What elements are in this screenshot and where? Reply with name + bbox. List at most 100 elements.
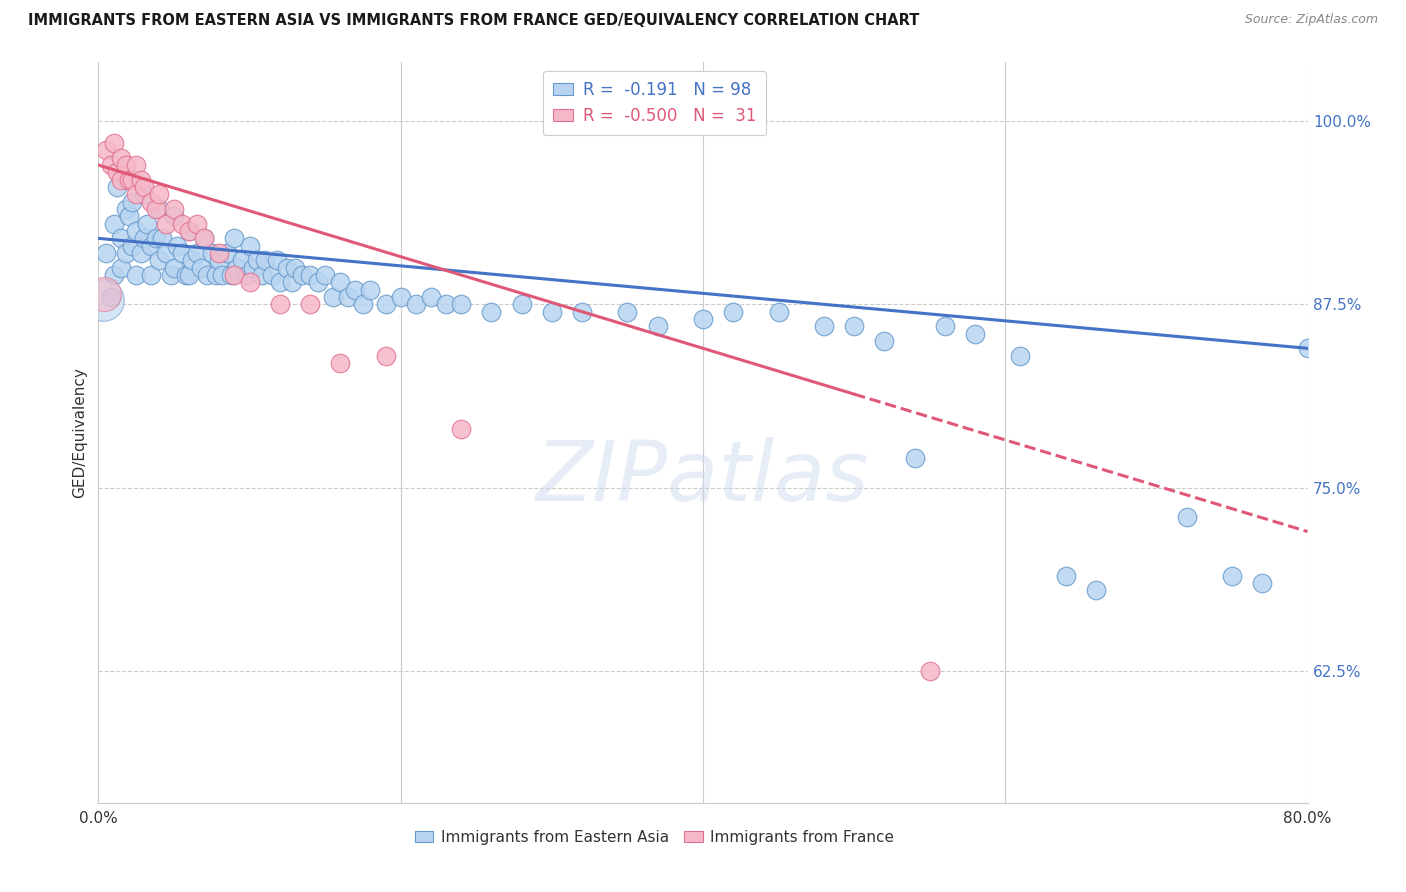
Point bbox=[114, 158, 136, 172]
Point bbox=[105, 165, 128, 179]
Point bbox=[193, 231, 215, 245]
Point bbox=[118, 172, 141, 186]
Point bbox=[114, 202, 136, 216]
Point bbox=[1175, 510, 1198, 524]
Point bbox=[100, 158, 122, 172]
Point bbox=[118, 172, 141, 186]
Point bbox=[269, 297, 291, 311]
Point bbox=[571, 304, 593, 318]
Point bbox=[121, 194, 143, 209]
Point bbox=[103, 217, 125, 231]
Point bbox=[344, 283, 367, 297]
Point bbox=[250, 268, 273, 282]
Point bbox=[329, 276, 352, 290]
Point bbox=[420, 290, 443, 304]
Point bbox=[723, 304, 745, 318]
Point bbox=[193, 231, 215, 245]
Point bbox=[224, 268, 246, 282]
Point bbox=[360, 283, 382, 297]
Point bbox=[434, 297, 457, 311]
Point bbox=[103, 268, 125, 282]
Point bbox=[125, 187, 148, 202]
Point bbox=[174, 268, 197, 282]
Point bbox=[105, 180, 128, 194]
Point bbox=[844, 319, 866, 334]
Point bbox=[201, 246, 224, 260]
Point bbox=[1085, 583, 1108, 598]
Point bbox=[179, 224, 201, 238]
Point bbox=[129, 246, 152, 260]
Point bbox=[221, 268, 243, 282]
Point bbox=[299, 297, 322, 311]
Point bbox=[211, 268, 233, 282]
Point bbox=[110, 151, 132, 165]
Point bbox=[121, 172, 143, 186]
Point bbox=[110, 231, 132, 245]
Point bbox=[114, 246, 136, 260]
Point bbox=[242, 260, 264, 275]
Point bbox=[132, 231, 155, 245]
Text: IMMIGRANTS FROM EASTERN ASIA VS IMMIGRANTS FROM FRANCE GED/EQUIVALENCY CORRELATI: IMMIGRANTS FROM EASTERN ASIA VS IMMIGRAN… bbox=[28, 13, 920, 29]
Point bbox=[155, 246, 177, 260]
Point bbox=[141, 268, 163, 282]
Point bbox=[110, 172, 132, 186]
Point bbox=[141, 238, 163, 252]
Point bbox=[166, 238, 188, 252]
Point bbox=[374, 297, 396, 311]
Point bbox=[1010, 349, 1032, 363]
Point bbox=[904, 451, 927, 466]
Point bbox=[450, 422, 472, 436]
Point bbox=[291, 268, 314, 282]
Point bbox=[148, 187, 170, 202]
Point bbox=[148, 202, 170, 216]
Point bbox=[481, 304, 503, 318]
Point bbox=[307, 276, 329, 290]
Point bbox=[374, 349, 396, 363]
Point bbox=[103, 136, 125, 150]
Point bbox=[405, 297, 427, 311]
Point bbox=[215, 246, 238, 260]
Point bbox=[389, 290, 412, 304]
Point bbox=[129, 172, 152, 186]
Point bbox=[160, 268, 183, 282]
Point bbox=[1054, 568, 1077, 582]
Point bbox=[148, 253, 170, 268]
Point bbox=[281, 276, 304, 290]
Point bbox=[163, 210, 186, 224]
Point bbox=[150, 231, 173, 245]
Point bbox=[181, 253, 204, 268]
Point bbox=[262, 268, 284, 282]
Point bbox=[239, 276, 262, 290]
Point bbox=[1251, 575, 1274, 590]
Point bbox=[276, 260, 298, 275]
Point bbox=[208, 253, 231, 268]
Y-axis label: GED/Equivalency: GED/Equivalency bbox=[72, 368, 87, 498]
Point bbox=[179, 268, 201, 282]
Point bbox=[195, 268, 218, 282]
Point bbox=[94, 246, 117, 260]
Point bbox=[179, 224, 201, 238]
Point bbox=[314, 268, 336, 282]
Point bbox=[934, 319, 956, 334]
Point bbox=[1220, 568, 1243, 582]
Point bbox=[768, 304, 790, 318]
Point bbox=[145, 231, 167, 245]
Point bbox=[235, 268, 257, 282]
Point bbox=[918, 664, 941, 678]
Text: ZIPatlas: ZIPatlas bbox=[536, 436, 870, 517]
Point bbox=[118, 210, 141, 224]
Point bbox=[226, 260, 249, 275]
Point bbox=[253, 253, 276, 268]
Point bbox=[186, 246, 208, 260]
Point bbox=[540, 304, 562, 318]
Point bbox=[145, 202, 167, 216]
Point bbox=[170, 246, 193, 260]
Point bbox=[125, 268, 148, 282]
Point bbox=[813, 319, 835, 334]
Legend: Immigrants from Eastern Asia, Immigrants from France: Immigrants from Eastern Asia, Immigrants… bbox=[409, 823, 900, 851]
Point bbox=[246, 253, 269, 268]
Point bbox=[336, 290, 359, 304]
Point bbox=[450, 297, 472, 311]
Point bbox=[322, 290, 344, 304]
Point bbox=[110, 260, 132, 275]
